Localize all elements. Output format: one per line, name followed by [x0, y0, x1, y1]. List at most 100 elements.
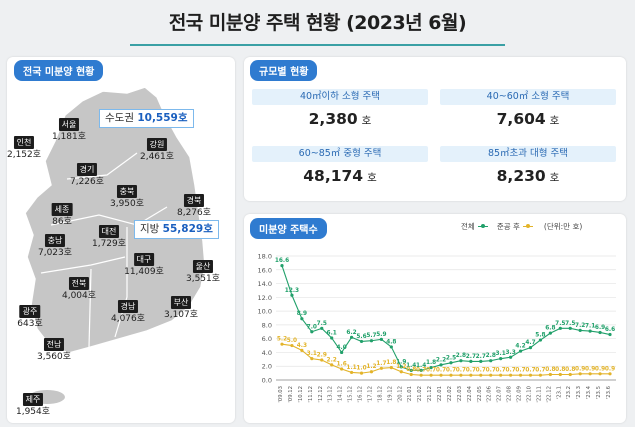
- series-completed-data-label: 0.7: [466, 368, 476, 374]
- region-incheon: 인천 2,152호: [6, 136, 42, 160]
- series-completed-data-label: 1.2: [396, 364, 406, 370]
- series-completed-point: [558, 372, 562, 377]
- series-total-data-label: 16.6: [275, 258, 289, 264]
- series-completed-point: [538, 373, 543, 377]
- x-tick-label: '10.12: [298, 386, 304, 403]
- series-completed-point: [369, 370, 374, 374]
- series-completed-data-label: 0.7: [496, 368, 506, 374]
- x-tick-label: '22.07: [497, 386, 503, 403]
- y-tick-label: 16.0: [258, 266, 272, 274]
- x-tick-label: '09.03: [278, 386, 284, 403]
- series-total-data-label: 4.7: [525, 340, 535, 346]
- region-jeonnam: 전남 3,560호: [36, 338, 72, 362]
- x-tick-label: '23.2: [566, 386, 572, 399]
- series-completed-data-label: 0.7: [535, 368, 545, 374]
- x-tick-label: '11.12: [308, 386, 314, 403]
- series-total-point: [349, 335, 354, 339]
- x-tick-label: '23.1: [556, 386, 562, 399]
- size-cell-60to85: 60~85㎡ 중형 주택 48,174 호: [252, 146, 428, 185]
- chart-panel: 전체 준공 후 (단위:만 호) 0.0 2.0 4.0 6.0 8.0 10.0 12.0…: [244, 214, 626, 423]
- series-total-line: [281, 265, 611, 371]
- series-completed-data-label: 1.1: [346, 365, 356, 371]
- x-tick-label: '22.09: [517, 386, 523, 403]
- x-tick-label: '23.3: [576, 386, 582, 399]
- region-daegu: 대구 11,409호: [124, 253, 164, 277]
- series-completed-point: [588, 372, 592, 376]
- series-total-data-label: 2.2: [436, 357, 446, 363]
- series-completed-point: [290, 343, 294, 348]
- series-total-data-label: 7.5: [555, 321, 565, 327]
- size-cell-label: 60~85㎡ 중형 주택: [252, 146, 428, 162]
- series-completed-line: [281, 343, 610, 376]
- x-tick-label: '20.12: [397, 386, 403, 403]
- series-completed-data-label: 0.7: [476, 368, 486, 374]
- x-tick-label: '22.03: [457, 386, 463, 403]
- series-total-point: [439, 363, 443, 367]
- legend-unit: (단위:만 호): [543, 222, 583, 231]
- size-cell-value: 7,604 호: [496, 110, 560, 128]
- y-tick-label: 14.0: [258, 280, 272, 288]
- y-tick-label: 0.0: [262, 377, 272, 385]
- series-completed-data-label: 1.2: [366, 364, 376, 370]
- size-panel-tag: 규모별 현황: [250, 60, 318, 81]
- region-jeju: 제주 1,954호: [15, 393, 51, 417]
- region-gyeonggi: 경기 7,226호: [69, 163, 105, 187]
- series-total-data-label: 1.9: [396, 359, 406, 365]
- series-total-data-label: 5.8: [535, 333, 545, 339]
- series-completed-point: [330, 363, 334, 367]
- x-tick-label: '15.12: [348, 386, 354, 403]
- series-completed-data-label: 0.7: [446, 368, 456, 374]
- size-cell-over85: 85㎡초과 대형 주택 8,230 호: [440, 146, 616, 185]
- series-total-point: [379, 337, 383, 341]
- x-tick-label: '22.10: [526, 385, 532, 402]
- series-completed-point: [340, 367, 344, 371]
- y-tick-label: 4.0: [262, 349, 272, 357]
- size-cell-value: 48,174 호: [303, 167, 377, 185]
- series-completed-point: [409, 372, 413, 377]
- series-total-point: [518, 349, 523, 353]
- series-completed-data-label: 0.7: [456, 368, 466, 374]
- series-completed-point: [429, 373, 433, 377]
- series-total-data-label: 12.3: [285, 288, 299, 294]
- series-total-point: [320, 326, 324, 330]
- series-completed-point: [469, 373, 473, 377]
- x-tick-label: '22.08: [507, 385, 513, 402]
- series-total-data-label: 7.0: [307, 324, 317, 330]
- series-completed-data-label: 4.3: [297, 343, 307, 349]
- series-completed-point: [578, 372, 582, 376]
- series-total-point: [489, 359, 493, 363]
- x-tick-label: '22.05: [477, 386, 483, 403]
- series-total-point: [479, 359, 483, 363]
- x-tick-label: '21.01: [407, 386, 413, 403]
- series-completed-point: [439, 373, 443, 377]
- y-tick-label: 18.0: [258, 253, 272, 261]
- size-cell-value: 8,230 호: [496, 167, 560, 185]
- series-completed-data-label: 0.7: [436, 368, 446, 374]
- size-cell-under40: 40㎡이하 소형 주택 2,380 호: [252, 89, 428, 128]
- series-total-data-label: 2.7: [466, 354, 476, 360]
- series-total-data-label: 2.8: [486, 353, 496, 359]
- series-completed-point: [499, 373, 503, 377]
- series-completed-point: [310, 357, 314, 361]
- x-tick-label: '12.12: [318, 386, 324, 403]
- series-completed-point: [608, 372, 612, 376]
- series-total-point: [409, 368, 413, 372]
- series-completed-data-label: 5.0: [287, 338, 297, 344]
- series-total-data-label: 1.4: [406, 363, 416, 369]
- x-tick-label: '23.6: [606, 385, 612, 399]
- series-completed-data-label: 0.9: [585, 366, 595, 372]
- series-completed-point: [419, 373, 423, 377]
- region-gyeongbuk: 경북 8,276호: [176, 194, 212, 218]
- series-completed-data-label: 0.8: [406, 367, 416, 373]
- series-completed-point: [568, 372, 572, 377]
- series-completed-data-label: 0.7: [515, 368, 525, 374]
- series-total-point: [340, 350, 344, 355]
- series-total-data-label: 6.6: [605, 327, 615, 333]
- series-completed-data-label: 0.8: [545, 367, 555, 373]
- region-daejeon: 대전 1,729호: [91, 225, 127, 249]
- x-tick-label: '13.12: [328, 386, 334, 403]
- x-tick-label: '22.11: [536, 386, 542, 403]
- series-total-data-label: 2.8: [456, 353, 466, 359]
- series-total-data-label: 6.8: [545, 326, 555, 332]
- series-completed-data-label: 1.7: [376, 361, 386, 367]
